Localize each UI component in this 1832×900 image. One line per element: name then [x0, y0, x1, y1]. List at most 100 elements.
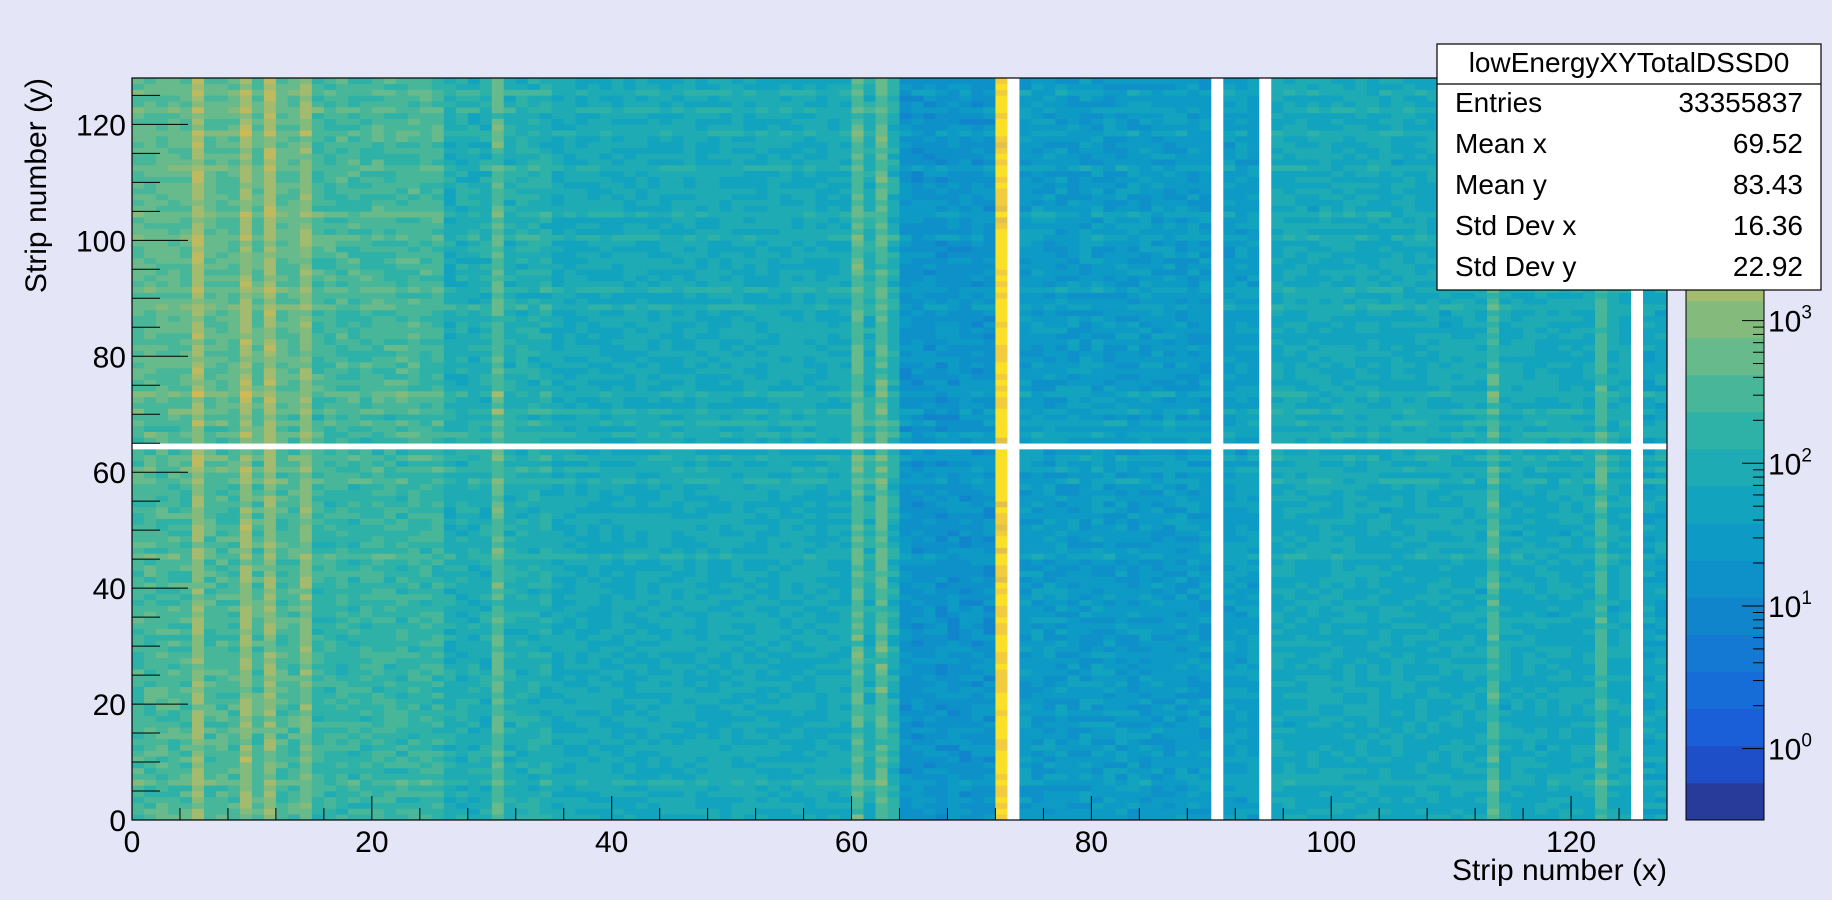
heatmap-cell [371, 605, 385, 612]
heatmap-cell [563, 605, 577, 612]
heatmap-cell [515, 472, 529, 479]
heatmap-cell [431, 228, 445, 235]
heatmap-cell [419, 130, 433, 137]
heatmap-cell [359, 698, 373, 705]
heatmap-cell [371, 773, 385, 780]
heatmap-cell [467, 762, 481, 769]
heatmap-cell [311, 454, 325, 461]
heatmap-cell [539, 709, 553, 717]
heatmap-cell [132, 135, 145, 143]
heatmap-cell [551, 750, 565, 757]
heatmap-cell [503, 193, 517, 201]
heatmap-cell [515, 512, 529, 519]
heatmap-cell [311, 646, 325, 653]
heatmap-cell [132, 628, 145, 635]
heatmap-cell [215, 362, 229, 369]
heatmap-cell [275, 530, 289, 537]
heatmap-cell [551, 263, 565, 270]
heatmap-cell [491, 379, 505, 386]
heatmap-cell [155, 762, 169, 769]
heatmap-cell [191, 112, 205, 119]
heatmap-cell [515, 182, 529, 189]
heatmap-cell [491, 588, 505, 595]
heatmap-cell [455, 315, 469, 322]
heatmap-cell [407, 547, 421, 554]
heatmap-cell [167, 663, 181, 670]
heatmap-cell [587, 78, 601, 85]
heatmap-cell [539, 275, 553, 282]
heatmap-cell [299, 599, 313, 606]
heatmap-cell [515, 286, 529, 293]
heatmap-cell [323, 808, 337, 815]
heatmap-cell [371, 112, 385, 119]
heatmap-cell [287, 611, 301, 618]
heatmap-cell [251, 222, 265, 230]
heatmap-cell [503, 95, 517, 102]
heatmap-cell [551, 541, 565, 548]
heatmap-cell [455, 437, 469, 444]
heatmap-cell [479, 477, 493, 485]
heatmap-cell [443, 756, 457, 763]
heatmap-cell [311, 425, 325, 432]
heatmap-cell [479, 344, 493, 351]
heatmap-cell [383, 246, 397, 253]
heatmap-cell [587, 518, 601, 525]
heatmap-cell [347, 391, 361, 398]
heatmap-cell [551, 651, 565, 659]
heatmap-cell [455, 564, 469, 572]
heatmap-cell [167, 396, 181, 403]
heatmap-cell [383, 373, 397, 380]
heatmap-cell [239, 651, 253, 659]
heatmap-cell [215, 193, 229, 201]
heatmap-cell [179, 396, 193, 403]
heatmap-cell [539, 617, 553, 624]
heatmap-cell [527, 437, 541, 444]
heatmap-cell [563, 425, 577, 432]
heatmap-cell [551, 367, 565, 374]
heatmap-cell [491, 779, 505, 786]
heatmap-cell [299, 350, 313, 357]
heatmap-cell [359, 628, 373, 635]
heatmap-cell [167, 327, 181, 334]
heatmap-cell [323, 773, 337, 780]
heatmap-cell [359, 449, 373, 456]
heatmap-cell [299, 344, 313, 351]
heatmap-cell [563, 646, 577, 653]
heatmap-cell [263, 188, 277, 195]
heatmap-cell [443, 170, 457, 177]
heatmap-cell [491, 518, 505, 525]
heatmap-cell [407, 396, 421, 403]
heatmap-cell [335, 298, 349, 305]
heatmap-cell [299, 576, 313, 583]
heatmap-cell [599, 796, 613, 803]
heatmap-cell [431, 767, 445, 774]
heatmap-cell [155, 628, 169, 635]
heatmap-cell [419, 808, 433, 815]
heatmap-cell [359, 379, 373, 386]
heatmap-cell [527, 112, 541, 119]
heatmap-cell [203, 251, 217, 259]
heatmap-cell [203, 205, 217, 212]
heatmap-cell [515, 814, 529, 821]
heatmap-cell [431, 709, 445, 717]
heatmap-cell [299, 101, 313, 108]
heatmap-cell [299, 605, 313, 612]
heatmap-cell [179, 675, 193, 682]
heatmap-cell [539, 188, 553, 195]
heatmap-cell [467, 512, 481, 519]
heatmap-cell [347, 240, 361, 247]
heatmap-cell [143, 791, 157, 798]
heatmap-cell [191, 518, 205, 525]
heatmap-cell [347, 234, 361, 241]
heatmap-cell [443, 118, 457, 125]
heatmap-cell [551, 744, 565, 751]
heatmap-cell [455, 205, 469, 212]
heatmap-cell [539, 333, 553, 340]
heatmap-cell [587, 443, 601, 450]
heatmap-cell [132, 385, 145, 392]
heatmap-cell [179, 124, 193, 131]
heatmap-cell [575, 721, 589, 728]
heatmap-cell [347, 431, 361, 438]
heatmap-cell [563, 715, 577, 722]
heatmap-cell [227, 367, 241, 374]
